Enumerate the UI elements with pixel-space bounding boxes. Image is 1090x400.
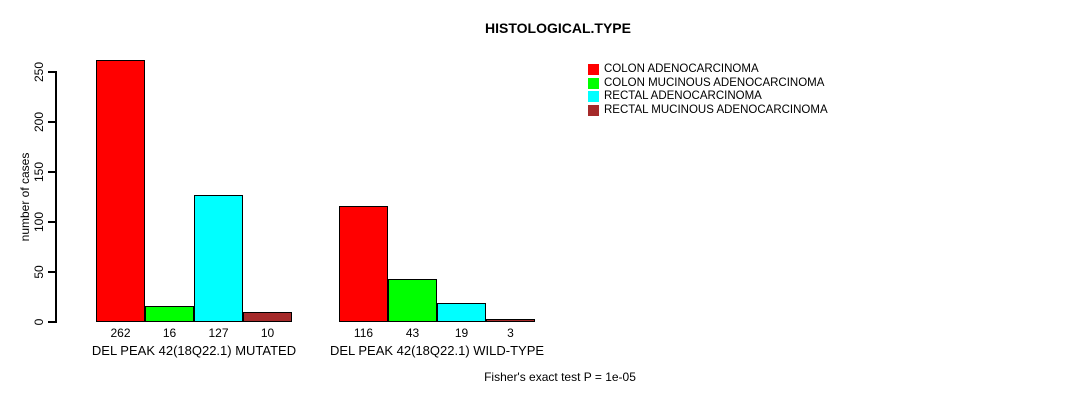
bar-del-peak-42-18q22-1-wild-type-colon-mucinous-adenocarcinoma bbox=[388, 279, 437, 322]
bar-value-label: 3 bbox=[507, 326, 514, 340]
bar-del-peak-42-18q22-1-mutated-rectal-mucinous-adenocarcinoma bbox=[243, 312, 292, 322]
legend-row: RECTAL ADENOCARCINOMA bbox=[588, 90, 828, 102]
bar-value-label: 19 bbox=[454, 326, 469, 340]
bar-del-peak-42-18q22-1-wild-type-rectal-adenocarcinoma bbox=[437, 303, 486, 322]
y-axis-tick-label: 0 bbox=[32, 318, 46, 326]
legend: COLON ADENOCARCINOMA COLON MUCINOUS ADENO… bbox=[588, 63, 828, 116]
legend-label: COLON ADENOCARCINOMA bbox=[604, 63, 759, 75]
legend-label: RECTAL ADENOCARCINOMA bbox=[604, 90, 762, 102]
y-axis-tick bbox=[48, 71, 55, 73]
legend-row: RECTAL MUCINOUS ADENOCARCINOMA bbox=[588, 103, 828, 116]
legend-swatch-colon-mucinous-adenocarcinoma bbox=[588, 77, 599, 89]
y-axis-tick-label: 200 bbox=[32, 111, 46, 133]
bar-del-peak-42-18q22-1-wild-type-colon-adenocarcinoma bbox=[339, 206, 388, 322]
legend-label: COLON MUCINOUS ADENOCARCINOMA bbox=[604, 76, 825, 89]
y-axis-tick bbox=[48, 221, 55, 223]
bar-del-peak-42-18q22-1-mutated-colon-adenocarcinoma bbox=[96, 60, 145, 322]
bar-del-peak-42-18q22-1-wild-type-rectal-mucinous-adenocarcinoma bbox=[486, 319, 535, 322]
y-axis-tick bbox=[48, 171, 55, 173]
y-axis-tick bbox=[48, 121, 55, 123]
legend-swatch-rectal-mucinous-adenocarcinoma bbox=[588, 104, 599, 116]
legend-swatch-rectal-adenocarcinoma bbox=[588, 91, 599, 102]
bar-value-label: 43 bbox=[405, 326, 420, 340]
legend-swatch-colon-adenocarcinoma bbox=[588, 64, 599, 75]
group-label-del-peak-42-18q22-1-mutated: DEL PEAK 42(18Q22.1) MUTATED bbox=[91, 343, 297, 358]
legend-row: COLON MUCINOUS ADENOCARCINOMA bbox=[588, 76, 828, 89]
chart-title: HISTOLOGICAL.TYPE bbox=[485, 20, 631, 36]
y-axis-tick-label: 100 bbox=[32, 211, 46, 233]
bar-value-label: 10 bbox=[260, 326, 275, 340]
bar-value-label: 262 bbox=[110, 326, 131, 340]
legend-row: COLON ADENOCARCINOMA bbox=[588, 63, 828, 75]
y-axis-tick bbox=[48, 271, 55, 273]
y-axis-tick-label: 150 bbox=[32, 161, 46, 183]
group-label-del-peak-42-18q22-1-wild-type: DEL PEAK 42(18Q22.1) WILD-TYPE bbox=[329, 343, 545, 358]
bar-value-label: 16 bbox=[162, 326, 177, 340]
y-axis-tick-label: 250 bbox=[32, 61, 46, 83]
fisher-test-annotation: Fisher's exact test P = 1e-05 bbox=[484, 370, 636, 384]
legend-label: RECTAL MUCINOUS ADENOCARCINOMA bbox=[604, 103, 828, 116]
bar-value-label: 127 bbox=[208, 326, 229, 340]
y-axis-tick-label: 50 bbox=[32, 265, 46, 279]
bar-del-peak-42-18q22-1-mutated-colon-mucinous-adenocarcinoma bbox=[145, 306, 194, 322]
y-axis-label: number of cases bbox=[18, 152, 32, 242]
bar-del-peak-42-18q22-1-mutated-rectal-adenocarcinoma bbox=[194, 195, 243, 322]
bar-value-label: 116 bbox=[353, 326, 374, 340]
y-axis-tick bbox=[48, 321, 55, 323]
y-axis-line bbox=[55, 71, 57, 323]
